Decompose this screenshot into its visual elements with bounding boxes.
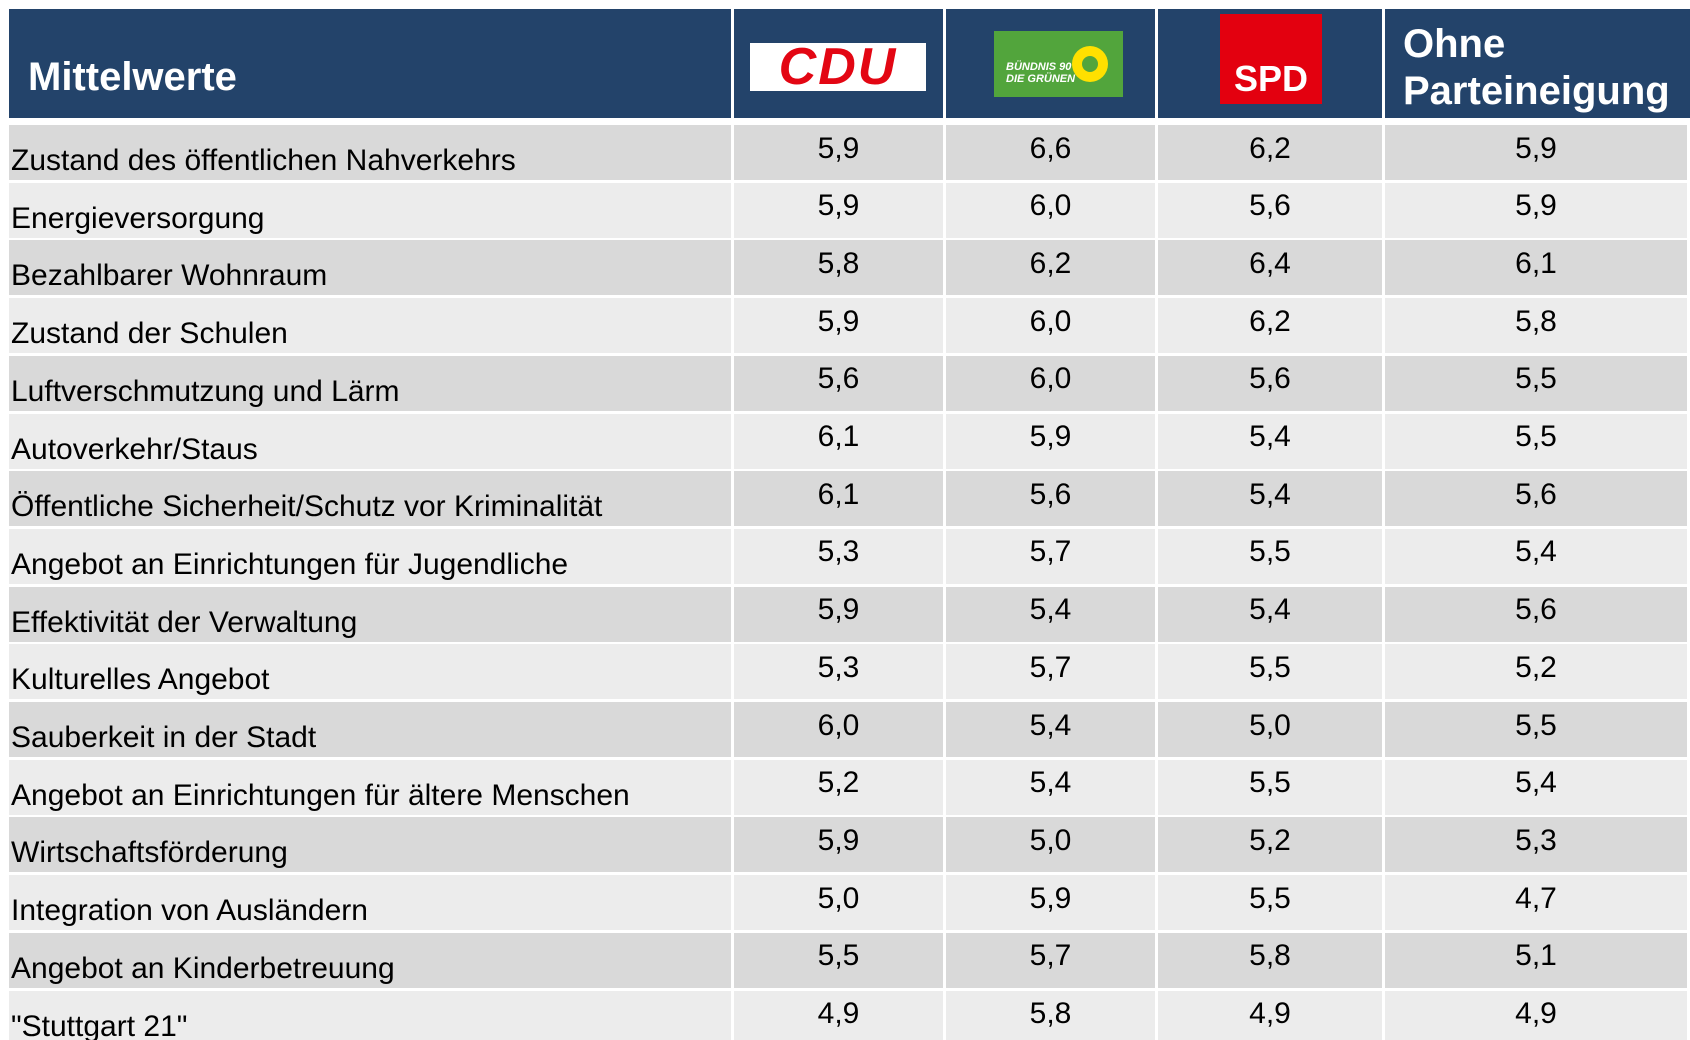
row-label: Angebot an Einrichtungen für ältere Mens… bbox=[9, 759, 731, 815]
value-cell: 5,3 bbox=[1385, 817, 1687, 873]
value-cell: 6,2 bbox=[1158, 298, 1382, 354]
header-label-line: Ohne bbox=[1403, 22, 1506, 66]
value-cell: 6,2 bbox=[946, 240, 1155, 296]
value-cell: 5,9 bbox=[734, 298, 943, 354]
value-cell: 5,9 bbox=[1385, 182, 1687, 238]
value-cell: 5,6 bbox=[1158, 355, 1382, 411]
value-cell: 5,4 bbox=[1385, 759, 1687, 815]
header-label-line: Parteineigung bbox=[1403, 69, 1670, 113]
value-cell: 5,7 bbox=[946, 644, 1155, 700]
row-label: Integration von Ausländern bbox=[9, 875, 731, 931]
row-label: Luftverschmutzung und Lärm bbox=[9, 355, 731, 411]
row-label: Öffentliche Sicherheit/Schutz vor Krimin… bbox=[9, 471, 731, 527]
row-label: Angebot an Einrichtungen für Jugendliche bbox=[9, 528, 731, 584]
value-cell: 5,4 bbox=[946, 702, 1155, 757]
value-cell: 5,8 bbox=[1158, 932, 1382, 988]
row-label: Zustand der Schulen bbox=[9, 298, 731, 354]
sunflower bbox=[1072, 46, 1108, 82]
row-label: Sauberkeit in der Stadt bbox=[9, 702, 731, 757]
value-cell: 6,0 bbox=[946, 355, 1155, 411]
value-cell: 5,8 bbox=[734, 240, 943, 296]
row-label: Bezahlbarer Wohnraum bbox=[9, 240, 731, 296]
value-cell: 5,8 bbox=[1385, 298, 1687, 354]
value-cell: 6,2 bbox=[1158, 125, 1382, 180]
value-cell: 5,9 bbox=[946, 413, 1155, 469]
value-cell: 5,5 bbox=[1158, 875, 1382, 931]
value-cell: 5,5 bbox=[734, 932, 943, 988]
value-cell: 5,4 bbox=[1385, 528, 1687, 584]
header-cell: BÜNDNIS 90 DIE GRÜNEN bbox=[946, 9, 1155, 118]
value-cell: 5,9 bbox=[946, 875, 1155, 931]
value-cell: 6,1 bbox=[1385, 240, 1687, 296]
value-cell: 6,0 bbox=[734, 702, 943, 757]
value-cell: 5,9 bbox=[734, 182, 943, 238]
spd-logo: SPD bbox=[1220, 14, 1322, 104]
row-label: Effektivität der Verwaltung bbox=[9, 586, 731, 642]
row-label: Zustand des öffentlichen Nahverkehrs bbox=[9, 125, 731, 180]
value-cell: 6,1 bbox=[734, 413, 943, 469]
value-cell: 5,0 bbox=[946, 817, 1155, 873]
value-cell: 6,0 bbox=[946, 182, 1155, 238]
row-label: Autoverkehr/Staus bbox=[9, 413, 731, 469]
value-cell: 6,6 bbox=[946, 125, 1155, 180]
value-cell: 5,2 bbox=[1158, 817, 1382, 873]
value-cell: 5,9 bbox=[734, 817, 943, 873]
header-label: Ohne Parteineigung bbox=[1403, 21, 1670, 115]
value-cell: 5,0 bbox=[734, 875, 943, 931]
value-cell: 5,7 bbox=[946, 932, 1155, 988]
logo-text: DIE GRÜNEN bbox=[1006, 73, 1076, 85]
value-cell: 5,2 bbox=[734, 759, 943, 815]
row-label: Angebot an Kinderbetreuung bbox=[9, 932, 731, 988]
value-cell: 5,9 bbox=[1385, 125, 1687, 180]
value-cell: 5,6 bbox=[1385, 471, 1687, 527]
value-cell: 5,7 bbox=[946, 528, 1155, 584]
header-cell: SPD bbox=[1158, 9, 1382, 118]
value-cell: 5,0 bbox=[1158, 702, 1382, 757]
value-cell: 5,6 bbox=[1158, 182, 1382, 238]
value-cell: 4,9 bbox=[1385, 990, 1687, 1040]
value-cell: 5,9 bbox=[734, 125, 943, 180]
header-cell: CDU bbox=[734, 9, 943, 118]
value-cell: 5,5 bbox=[1158, 644, 1382, 700]
value-cell: 4,9 bbox=[734, 990, 943, 1040]
row-label: "Stuttgart 21" bbox=[9, 990, 731, 1040]
value-cell: 6,1 bbox=[734, 471, 943, 527]
value-cell: 5,4 bbox=[1158, 471, 1382, 527]
value-cell: 5,4 bbox=[946, 759, 1155, 815]
value-cell: 5,6 bbox=[734, 355, 943, 411]
value-cell: 5,1 bbox=[1385, 932, 1687, 988]
value-cell: 6,0 bbox=[946, 298, 1155, 354]
value-cell: 5,5 bbox=[1385, 413, 1687, 469]
logo-text: CDU bbox=[778, 38, 898, 96]
value-cell: 5,6 bbox=[946, 471, 1155, 527]
value-cell: 4,7 bbox=[1385, 875, 1687, 931]
value-cell: 5,8 bbox=[946, 990, 1155, 1040]
row-label: Energieversorgung bbox=[9, 182, 731, 238]
row-label: Wirtschaftsförderung bbox=[9, 817, 731, 873]
value-cell: 5,2 bbox=[1385, 644, 1687, 700]
value-cell: 5,3 bbox=[734, 644, 943, 700]
logo-text: BÜNDNIS 90 bbox=[1006, 61, 1072, 73]
header-cell: Ohne Parteineigung bbox=[1385, 9, 1690, 118]
value-cell: 5,3 bbox=[734, 528, 943, 584]
greens-logo: BÜNDNIS 90 DIE GRÜNEN bbox=[994, 31, 1123, 97]
value-cell: 5,5 bbox=[1158, 759, 1382, 815]
header-cell: Mittelwerte bbox=[9, 9, 731, 118]
logo-text: SPD bbox=[1233, 58, 1309, 99]
value-cell: 5,6 bbox=[1385, 586, 1687, 642]
header-title: Mittelwerte bbox=[28, 55, 237, 99]
cdu-logo: CDU bbox=[750, 38, 926, 96]
value-cell: 5,4 bbox=[1158, 413, 1382, 469]
value-cell: 4,9 bbox=[1158, 990, 1382, 1040]
value-cell: 5,4 bbox=[1158, 586, 1382, 642]
row-label: Kulturelles Angebot bbox=[9, 644, 731, 700]
value-cell: 5,4 bbox=[946, 586, 1155, 642]
value-cell: 5,9 bbox=[734, 586, 943, 642]
value-cell: 5,5 bbox=[1385, 702, 1687, 757]
value-cell: 5,5 bbox=[1158, 528, 1382, 584]
value-cell: 6,4 bbox=[1158, 240, 1382, 296]
value-cell: 5,5 bbox=[1385, 355, 1687, 411]
